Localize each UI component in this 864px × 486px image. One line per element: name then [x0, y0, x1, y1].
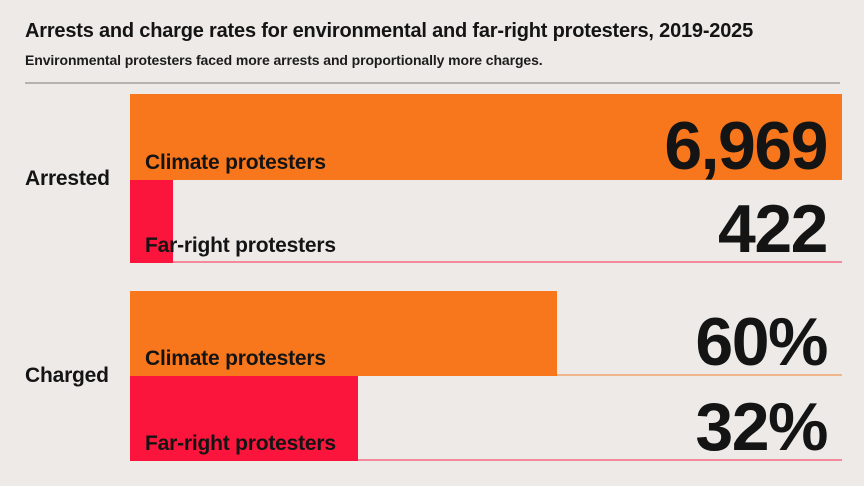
group-arrested: Arrested Climate protesters 6,969 Far-ri… — [0, 94, 864, 263]
group-charged: Charged Climate protesters 60% Far-right… — [0, 291, 864, 461]
chart-subtitle: Environmental protesters faced more arre… — [25, 52, 543, 68]
row-baseline — [130, 459, 842, 461]
bar-area-arrested: Climate protesters 6,969 Far-right prote… — [130, 94, 842, 263]
bar-arrested-climate — [130, 94, 842, 180]
group-label-charged: Charged — [25, 364, 109, 387]
header-divider — [25, 82, 840, 84]
value-label: 32% — [695, 389, 828, 465]
category-label: Far-right protesters — [145, 432, 336, 455]
category-label: Climate protesters — [145, 151, 326, 174]
value-label: 6,969 — [664, 108, 828, 184]
chart-title: Arrests and charge rates for environment… — [25, 20, 753, 42]
bar-charged-farright — [130, 376, 358, 461]
bar-row-charged-farright: Far-right protesters 32% — [130, 376, 842, 461]
bar-row-arrested-climate: Climate protesters 6,969 — [130, 94, 842, 180]
category-label: Climate protesters — [145, 347, 326, 370]
group-label-arrested: Arrested — [25, 166, 110, 190]
bar-row-arrested-farright: Far-right protesters 422 — [130, 180, 842, 263]
bar-charged-climate — [130, 291, 558, 376]
bar-row-charged-climate: Climate protesters 60% — [130, 291, 842, 376]
category-label: Far-right protesters — [145, 234, 336, 257]
value-label: 422 — [718, 191, 828, 267]
bar-arrested-farright — [130, 180, 174, 263]
row-baseline — [130, 261, 842, 263]
value-label: 60% — [695, 304, 828, 380]
bar-area-charged: Climate protesters 60% Far-right protest… — [130, 291, 842, 461]
